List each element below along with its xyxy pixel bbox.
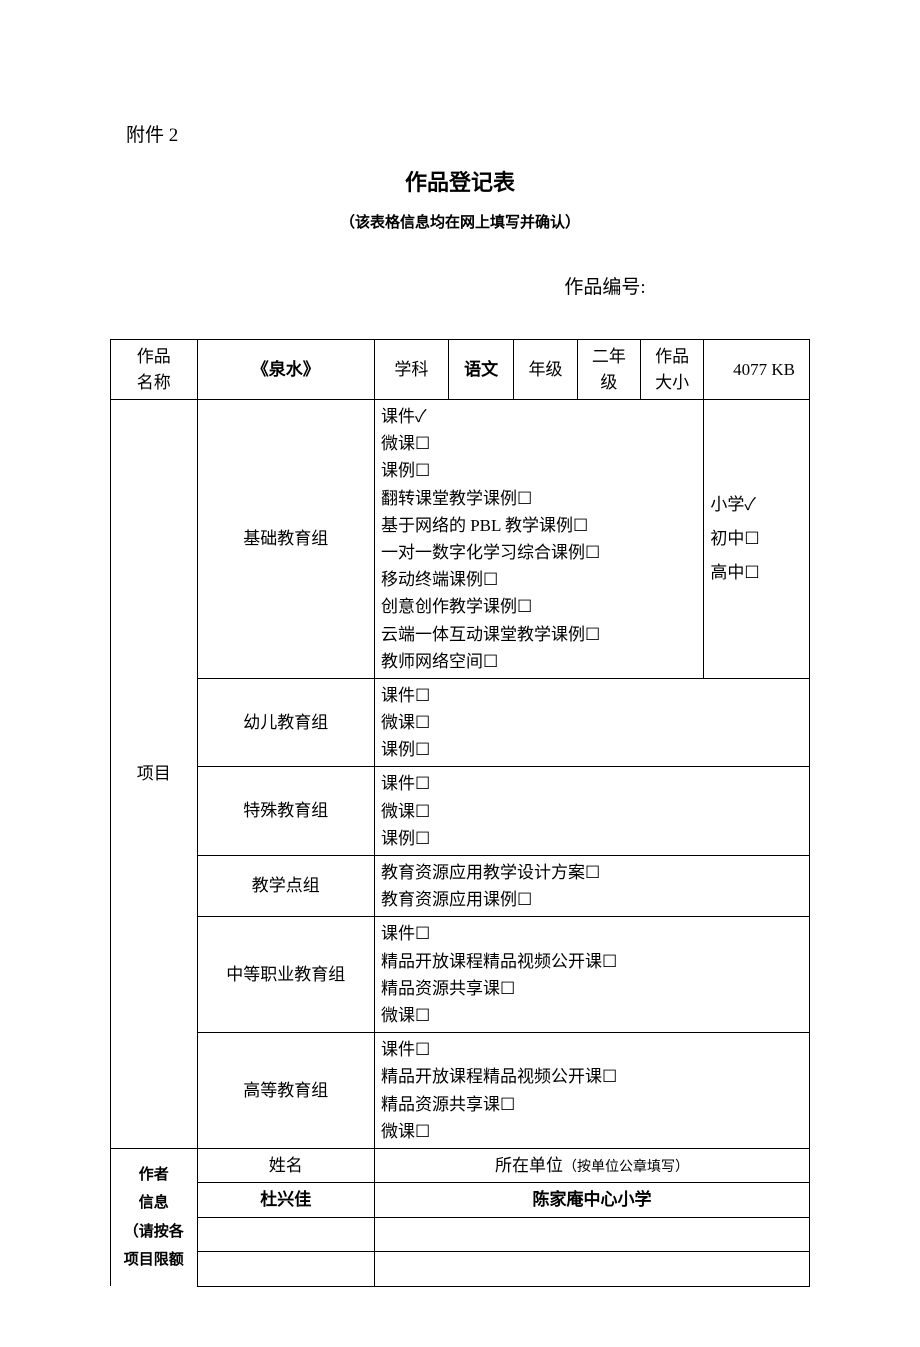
- author-name-1: 杜兴佳: [197, 1183, 374, 1218]
- group-vocational-options: 课件☐ 精品开放课程精品视频公开课☐ 精品资源共享课☐ 微课☐: [374, 917, 809, 1033]
- author-name-2: [197, 1217, 374, 1252]
- author-unit-1: 陈家庵中心小学: [374, 1183, 809, 1218]
- size-value: 4077 KB: [704, 340, 810, 400]
- work-name-value: 《泉水》: [197, 340, 374, 400]
- group-higher-options: 课件☐ 精品开放课程精品视频公开课☐ 精品资源共享课☐ 微课☐: [374, 1033, 809, 1149]
- work-name-label: 作品 名称: [111, 340, 198, 400]
- group-basic-levels: 小学✓ 初中☐ 高中☐: [704, 400, 810, 679]
- attachment-label: 附件 2: [110, 120, 810, 147]
- group-special-options: 课件☐ 微课☐ 课例☐: [374, 767, 809, 856]
- work-id-label: 作品编号:: [110, 272, 810, 299]
- subject-value: 语文: [448, 340, 513, 400]
- group-teaching-point-options: 教育资源应用教学设计方案☐ 教育资源应用课例☐: [374, 856, 809, 917]
- group-basic-options: 课件✓ 微课☐ 课例☐ 翻转课堂教学课例☐ 基于网络的 PBL 教学课例☐ 一对…: [374, 400, 703, 679]
- group-special-label: 特殊教育组: [197, 767, 374, 856]
- author-unit-3: [374, 1252, 809, 1287]
- grade-value: 二年 级: [577, 340, 640, 400]
- size-label: 作品 大小: [641, 340, 704, 400]
- registration-table: 作品 名称 《泉水》 学科 语文 年级 二年 级 作品 大小 4077 KB 项…: [110, 339, 810, 1287]
- author-name-header: 姓名: [197, 1148, 374, 1183]
- group-preschool-label: 幼儿教育组: [197, 678, 374, 767]
- group-higher-label: 高等教育组: [197, 1033, 374, 1149]
- project-label: 项目: [111, 400, 198, 1149]
- document-title: 作品登记表: [110, 165, 810, 197]
- grade-label: 年级: [514, 340, 577, 400]
- author-name-3: [197, 1252, 374, 1287]
- group-teaching-point-label: 教学点组: [197, 856, 374, 917]
- author-info-label: 作者 信息 （请按各 项目限额: [111, 1148, 198, 1286]
- document-subtitle: （该表格信息均在网上填写并确认）: [110, 211, 810, 232]
- group-basic-label: 基础教育组: [197, 400, 374, 679]
- group-vocational-label: 中等职业教育组: [197, 917, 374, 1033]
- author-unit-2: [374, 1217, 809, 1252]
- subject-label: 学科: [374, 340, 448, 400]
- group-preschool-options: 课件☐ 微课☐ 课例☐: [374, 678, 809, 767]
- author-unit-header: 所在单位（按单位公章填写）: [374, 1148, 809, 1183]
